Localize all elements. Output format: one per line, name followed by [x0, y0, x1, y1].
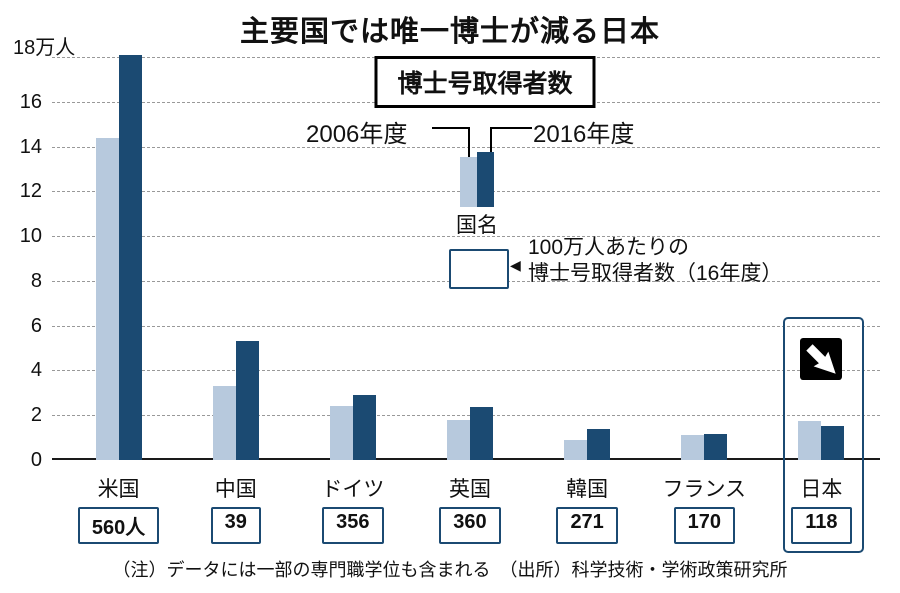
per-million-cell-米国: 560人: [60, 507, 177, 544]
per-million-cell-ドイツ: 356: [294, 507, 411, 544]
bar-2006-ドイツ: [329, 406, 353, 460]
bars-plot-area: [60, 54, 880, 460]
bar-2016-ドイツ: [352, 395, 376, 460]
y-tick-label-8: 8: [30, 269, 42, 292]
y-tick-label-10: 10: [19, 225, 42, 248]
y-axis-labels: 18万人 16 14 12 10 8 6 4 2 0: [0, 37, 75, 471]
y-tick-label-6: 6: [30, 314, 42, 337]
bar-group-日本: [763, 57, 880, 460]
per-million-cell-韓国: 271: [529, 507, 646, 544]
y-tick-label-2: 2: [30, 404, 42, 427]
bar-2016-フランス: [704, 434, 728, 460]
category-label-フランス: フランス: [662, 478, 747, 501]
per-million-value-英国: 360: [439, 507, 501, 544]
category-label-ドイツ: ドイツ: [321, 478, 385, 501]
bar-2006-米国: [95, 137, 119, 460]
per-million-value-ドイツ: 356: [322, 507, 384, 544]
category-label-中国: 中国: [214, 478, 257, 501]
source-footnote: （注）データには一部の専門職学位も含まれる （出所）科学技術・学術政策研究所: [112, 560, 788, 580]
category-label-日本: 日本: [800, 478, 843, 501]
per-million-value-韓国: 271: [556, 507, 618, 544]
legend-2016-label: 2016年度: [533, 121, 635, 148]
per-million-value-フランス: 170: [673, 507, 735, 544]
per-million-values-row: 560人 39 356 360 271 170 118: [60, 507, 880, 544]
left-pointer-icon: ◀: [510, 257, 521, 273]
bar-group-英国: [411, 57, 528, 460]
decline-arrow-icon: [800, 338, 842, 380]
gridline-14: [52, 146, 880, 148]
y-tick-label-18: 18万人: [13, 37, 76, 59]
per-million-cell-フランス: 170: [646, 507, 763, 544]
category-labels-row: 米国 中国 ドイツ 英国 韓国 フランス 日本: [60, 473, 880, 503]
per-million-value-日本: 118: [791, 507, 852, 544]
per-million-cell-日本: 118: [763, 507, 880, 544]
y-tick-label-16: 16: [19, 90, 42, 113]
bar-2006-日本: [798, 420, 822, 460]
bar-group-ドイツ: [294, 57, 411, 460]
per-million-value-米国: 560人: [77, 507, 160, 544]
bar-2006-英国: [446, 419, 470, 460]
category-label-韓国: 韓国: [566, 478, 609, 501]
y-tick-label-14: 14: [19, 135, 42, 158]
per-million-cell-英国: 360: [411, 507, 528, 544]
y-tick-label-0: 0: [30, 449, 42, 471]
y-tick-label-4: 4: [30, 359, 42, 382]
bar-2016-韓国: [587, 428, 611, 460]
legend-2016-connector-line: [490, 127, 532, 154]
legend-country-label: 国名: [456, 214, 498, 237]
bar-2016-英国: [469, 407, 493, 460]
legend-per-million-box: [449, 249, 509, 289]
bar-group-米国: [60, 54, 177, 460]
legend-2006-connector-line: [432, 127, 470, 159]
bar-2006-フランス: [681, 435, 705, 460]
legend-2006-label: 2006年度: [306, 121, 408, 148]
category-label-米国: 米国: [97, 478, 140, 501]
legend-sample-bar-2016: [477, 152, 494, 207]
bar-group-中国: [177, 57, 294, 460]
gridline-4: [52, 370, 880, 372]
gridline-6: [52, 325, 880, 327]
bar-2016-中国: [235, 341, 259, 460]
bar-2006-韓国: [564, 439, 588, 460]
bar-2016-米国: [118, 54, 142, 460]
legend-heading-box: 博士号取得者数: [374, 56, 596, 108]
per-million-note-line2: 博士号取得者数（16年度）: [528, 262, 783, 285]
gridline-10: [52, 236, 880, 238]
category-label-英国: 英国: [448, 478, 491, 501]
legend-sample-bar-2006: [460, 157, 477, 207]
bar-2016-日本: [821, 426, 845, 460]
per-million-cell-中国: 39: [177, 507, 294, 544]
gridline-2: [52, 415, 880, 417]
bar-group-韓国: [529, 57, 646, 460]
chart-title: 主要国では唯一博士が減る日本: [239, 16, 661, 48]
y-tick-label-12: 12: [19, 180, 42, 203]
per-million-note-line1: 100万人あたりの: [528, 236, 690, 259]
bar-2006-中国: [212, 386, 236, 460]
per-million-value-中国: 39: [210, 507, 261, 544]
bar-group-フランス: [646, 57, 763, 460]
